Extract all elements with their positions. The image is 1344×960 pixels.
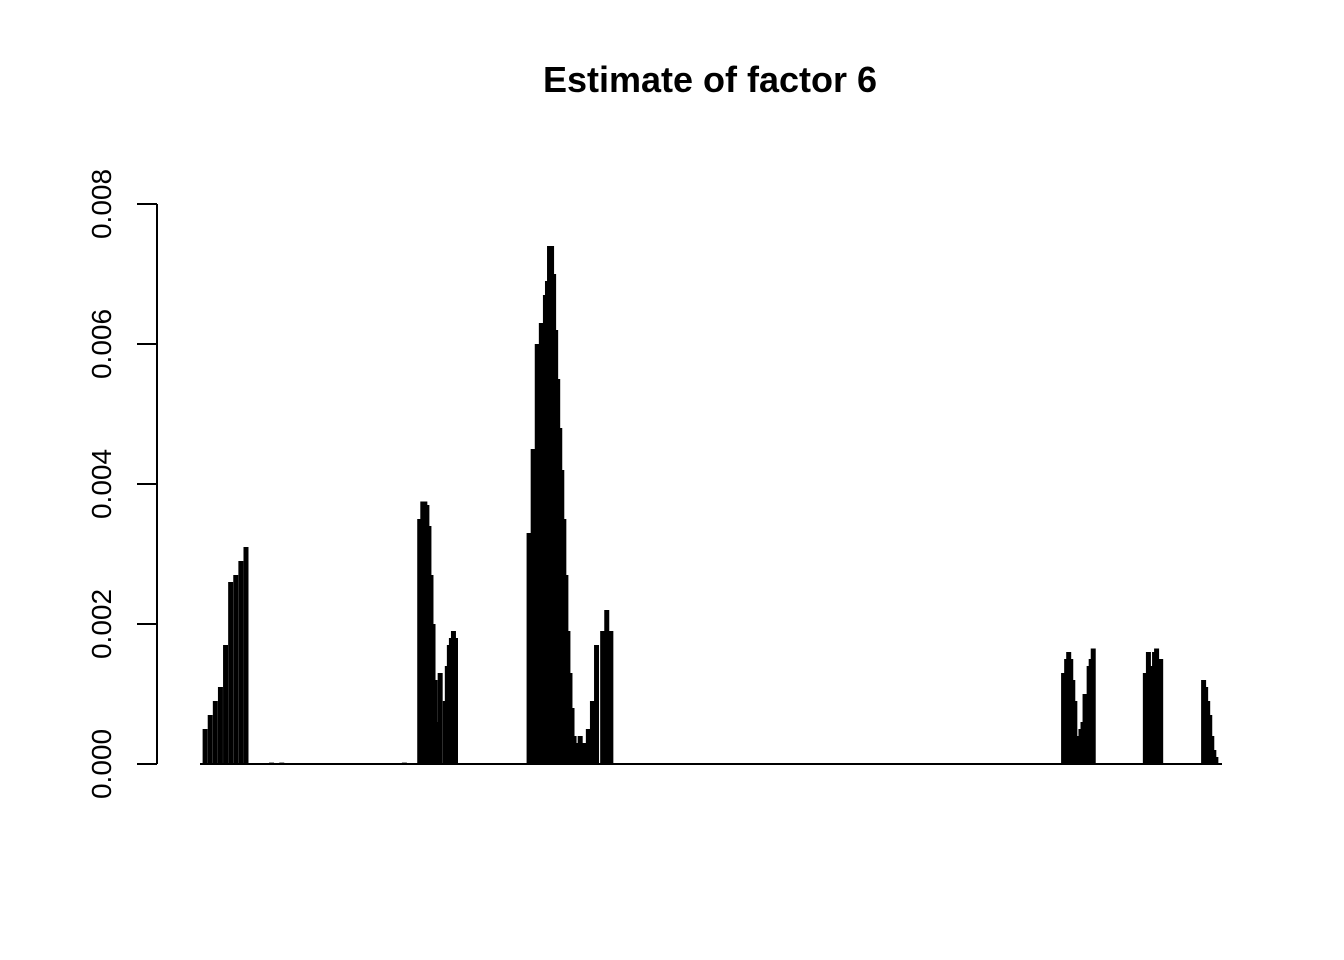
y-tick-label: 0.002 [86,589,117,659]
bar [604,610,610,764]
bar [530,449,536,764]
bar [534,344,540,764]
bar [238,561,244,764]
bar [600,631,606,764]
bar [243,547,249,764]
bar [585,729,591,764]
bar [526,533,532,764]
bar [228,582,234,764]
bar [212,701,218,764]
bar-series [202,246,1219,764]
y-axis: 0.000 0.002 0.004 0.006 0.008 [86,169,158,799]
chart-title: Estimate of factor 6 [543,59,877,100]
y-tick-label: 0.008 [86,169,117,239]
bar [453,638,458,764]
bar [223,645,229,764]
y-tick-label: 0.000 [86,729,117,799]
bar [1072,701,1078,764]
bar [437,673,443,764]
bar [538,323,544,764]
bar [608,631,614,764]
bar [1158,659,1164,764]
bar [594,645,600,764]
bar [233,575,239,764]
bar [1061,673,1067,764]
bar [202,729,208,764]
bar [1213,757,1219,764]
bar [589,701,595,764]
bar [417,519,423,764]
bar [1090,648,1096,764]
y-tick-label: 0.004 [86,449,117,519]
bar [1142,673,1148,764]
bar [207,715,213,764]
y-tick-label: 0.006 [86,309,117,379]
bar [217,687,223,764]
bar [434,722,440,764]
